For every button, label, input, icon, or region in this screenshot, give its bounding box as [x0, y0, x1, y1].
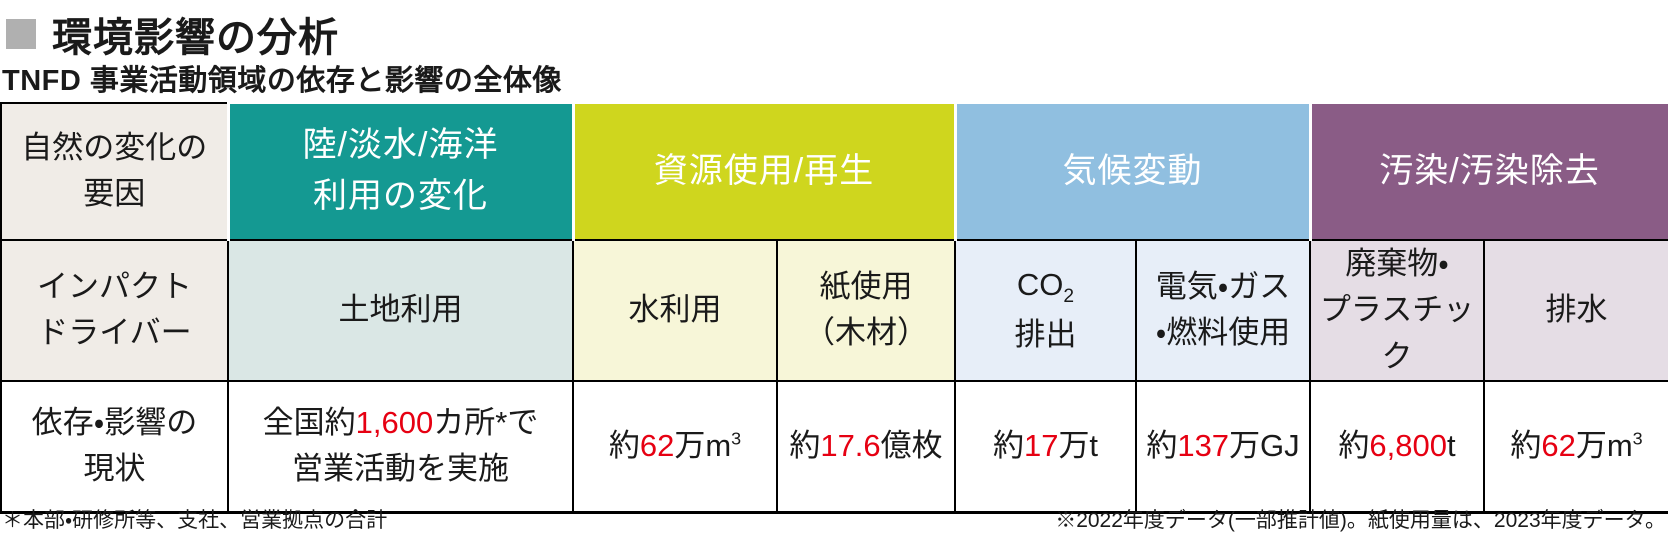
cubic-superscript: 3	[731, 428, 742, 449]
cell-co2-emissions: CO2 排出	[954, 238, 1138, 382]
label-line: インパクト	[37, 268, 192, 304]
label-line: ドライバー	[37, 315, 192, 351]
cell-line: プラスチック	[1319, 292, 1475, 374]
header-nature-change-factor: 自然の変化の 要因	[0, 101, 229, 241]
value-waste: 約6,800t	[1309, 380, 1486, 514]
cubic-superscript: 3	[1632, 428, 1643, 449]
cell-line: ・燃料使用	[1155, 315, 1291, 351]
footnote-left: ＊本部・研修所等、支社、営業拠点の合計	[2, 509, 388, 532]
header-group-climate-change: 気候変動	[953, 101, 1312, 241]
value-land-use: 全国約1,600カ所*で 営業活動を実施	[227, 380, 574, 514]
value-co2: 約17万t	[954, 380, 1138, 514]
label-line: 現状	[83, 451, 146, 487]
highlight-number: 6,800	[1369, 428, 1447, 463]
cell-energy-use: 電気・ガス ・燃料使用	[1135, 238, 1312, 382]
value-wastewater: 約62万m3	[1483, 380, 1668, 514]
value-line: 全国約1,600カ所*で	[262, 404, 539, 440]
label-dependency-impact-status: 依存・影響の 現状	[0, 380, 229, 514]
highlight-number: 17	[1023, 428, 1059, 463]
page-title: 環境影響の分析	[52, 16, 339, 60]
highlight-number: 1,600	[355, 404, 434, 440]
co2-subscript: 2	[1063, 286, 1075, 308]
cell-line: 廃棄物・	[1345, 245, 1449, 281]
section-title-row: 環境影響の分析	[6, 5, 339, 63]
header-group-pollution: 汚染/汚染除去	[1308, 101, 1668, 241]
cell-line: 排出	[1014, 317, 1077, 352]
value-water-use: 約62万m3	[572, 380, 778, 514]
cell-line: 電気・ガス	[1155, 268, 1291, 304]
label-line: 依存・影響の	[31, 404, 198, 440]
header-group-resource-use: 資源使用/再生	[571, 101, 957, 241]
header-line: 要因	[83, 176, 146, 211]
header-line: 陸/淡水/海洋	[302, 126, 499, 165]
label-impact-driver: インパクト ドライバー	[0, 238, 229, 382]
highlight-number: 62	[1541, 428, 1576, 463]
highlight-number: 62	[639, 428, 675, 463]
cell-waste-plastic: 廃棄物・ プラスチック	[1309, 238, 1486, 382]
footnotes: ＊本部・研修所等、支社、営業拠点の合計 ※2022年度データ(一部推計値)。紙使…	[0, 507, 1668, 534]
footnote-right: ※2022年度データ(一部推計値)。紙使用量は、2023年度データ。	[1055, 509, 1666, 532]
section-marker-icon	[6, 19, 36, 49]
header-group-land-freshwater-ocean: 陸/淡水/海洋 利用の変化	[226, 101, 575, 241]
highlight-number: 137	[1177, 428, 1230, 463]
header-line: 利用の変化	[313, 177, 488, 216]
cell-line: 紙使用	[819, 268, 913, 304]
value-line: 営業活動を実施	[292, 451, 509, 487]
cell-wastewater: 排水	[1483, 238, 1668, 382]
cell-paper-use: 紙使用 （木材）	[775, 238, 957, 382]
header-line: 自然の変化の	[21, 129, 208, 165]
cell-line: CO2	[1016, 266, 1075, 308]
cell-water-use: 水利用	[572, 238, 778, 382]
cell-land-use: 土地利用	[227, 238, 574, 382]
value-paper-use: 約17.6億枚	[775, 380, 957, 514]
cell-line: （木材）	[804, 315, 928, 351]
table-subtitle: TNFD 事業活動領域の依存と影響の全体像	[2, 65, 562, 97]
highlight-number: 17.6	[820, 428, 881, 463]
tnfd-impact-table: 自然の変化の 要因 陸/淡水/海洋 利用の変化 資源使用/再生 気候変動 汚染/…	[0, 101, 1668, 514]
value-energy: 約137万GJ	[1135, 380, 1312, 514]
